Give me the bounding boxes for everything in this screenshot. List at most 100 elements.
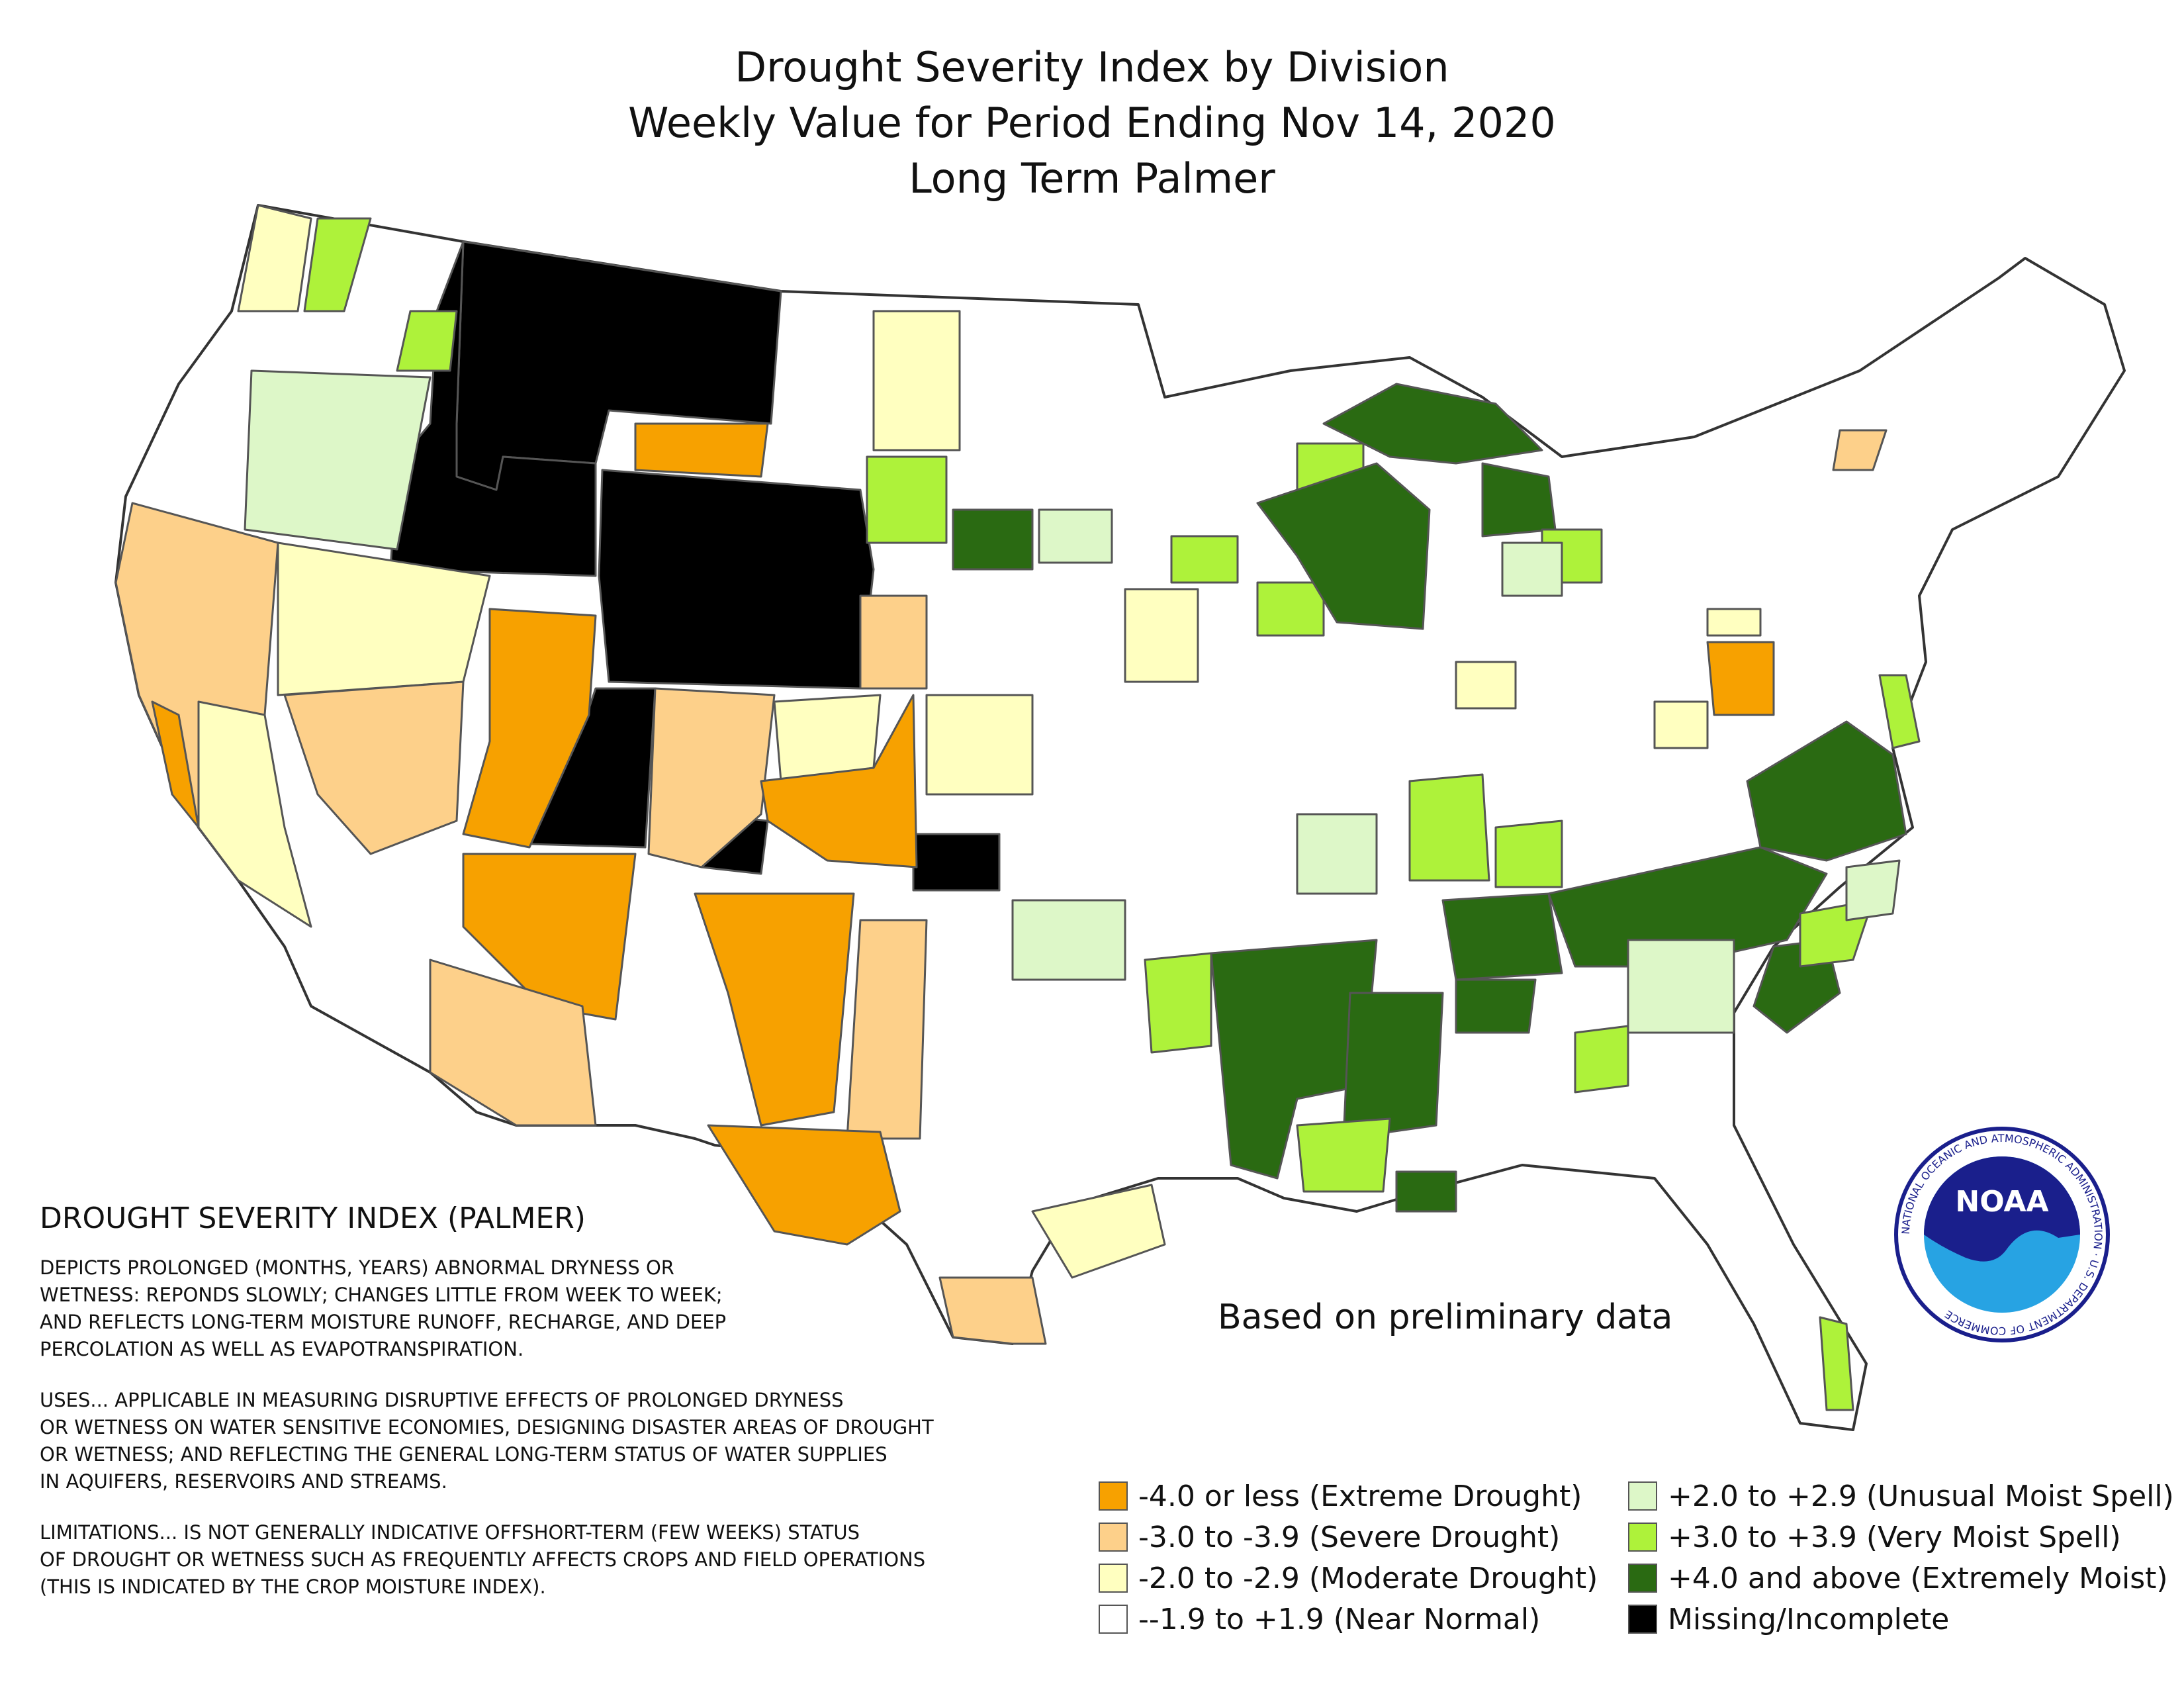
explanation-paragraph-1: DEPICTS PROLONGED (MONTHS, YEARS) ABNORM… bbox=[40, 1254, 1032, 1363]
region-extreme-moist-mississippi bbox=[1342, 992, 1444, 1140]
explanation-heading: DROUGHT SEVERITY INDEX (PALMER) bbox=[40, 1201, 586, 1235]
region-very-moist-alabama bbox=[1574, 1025, 1629, 1094]
legend-item-severe-drought: -3.0 to -3.9 (Severe Drought) bbox=[1099, 1521, 1560, 1554]
region-missing-kansas-sw bbox=[912, 833, 1001, 892]
region-very-moist-washington-east bbox=[303, 217, 372, 312]
region-unusual-moist-michigan bbox=[1501, 541, 1563, 597]
region-very-moist-iowa bbox=[1256, 581, 1325, 637]
legend-swatch bbox=[1099, 1523, 1128, 1552]
region-unusual-moist-illinois bbox=[1296, 813, 1378, 895]
legend-label: Missing/Incomplete bbox=[1668, 1602, 1950, 1636]
region-extreme-texas-west bbox=[707, 1124, 901, 1246]
explanation-line: USES... APPLICABLE IN MEASURING DISRUPTI… bbox=[40, 1389, 844, 1411]
region-severe-texas-south bbox=[938, 1276, 1047, 1345]
legend-label: --1.9 to +1.9 (Near Normal) bbox=[1138, 1602, 1541, 1636]
logo-bird-shape bbox=[1924, 1156, 2080, 1262]
region-extreme-moist-upper-peninsula bbox=[1322, 383, 1543, 465]
legend-label: -2.0 to -2.9 (Moderate Drought) bbox=[1138, 1561, 1598, 1595]
color-legend: -4.0 or less (Extreme Drought) -3.0 to -… bbox=[1099, 1479, 2174, 1652]
region-very-moist-louisiana bbox=[1296, 1117, 1391, 1193]
legend-item-moderate-drought: -2.0 to -2.9 (Moderate Drought) bbox=[1099, 1562, 1598, 1595]
region-moderate-kansas bbox=[925, 694, 1034, 796]
legend-swatch bbox=[1099, 1605, 1128, 1634]
region-severe-colorado-west bbox=[647, 687, 776, 868]
legend-label: +2.0 to +2.9 (Unusual Moist Spell) bbox=[1668, 1479, 2174, 1513]
region-extreme-montana-east bbox=[634, 422, 769, 478]
region-moderate-north-dakota bbox=[872, 310, 961, 451]
legend-swatch bbox=[1628, 1481, 1657, 1511]
explanation-line: PERCOLATION AS WELL AS EVAPOTRANSPIRATIO… bbox=[40, 1338, 524, 1360]
legend-item-extremely-moist: +4.0 and above (Extremely Moist) bbox=[1628, 1562, 2168, 1595]
map-subtitle-period: Weekly Value for Period Ending Nov 14, 2… bbox=[628, 99, 1556, 147]
region-moderate-ohio bbox=[1653, 700, 1709, 749]
region-missing-wyoming bbox=[598, 469, 875, 690]
region-severe-new-york bbox=[1832, 429, 1888, 471]
explanation-line: LIMITATIONS... IS NOT GENERALLY INDICATI… bbox=[40, 1521, 860, 1544]
region-moderate-california-central bbox=[197, 700, 312, 928]
region-severe-arizona-south bbox=[429, 959, 597, 1127]
explanation-line: OF DROUGHT OR WETNESS SUCH AS FREQUENTLY… bbox=[40, 1548, 926, 1571]
region-moderate-washington-coast bbox=[237, 204, 312, 312]
region-extreme-moist-virginia bbox=[1746, 720, 1907, 862]
region-severe-nevada-south bbox=[283, 680, 465, 855]
region-extreme-new-mexico bbox=[694, 892, 855, 1127]
explanation-line: AND REFLECTS LONG-TERM MOISTURE RUNOFF, … bbox=[40, 1311, 727, 1333]
legend-item-near-normal: --1.9 to +1.9 (Near Normal) bbox=[1099, 1603, 1540, 1636]
legend-item-extreme-drought: -4.0 or less (Extreme Drought) bbox=[1099, 1479, 1582, 1513]
region-very-moist-missouri bbox=[1408, 773, 1490, 882]
explanation-paragraph-2: USES... APPLICABLE IN MEASURING DISRUPTI… bbox=[40, 1387, 1032, 1495]
explanation-line: OR WETNESS ON WATER SENSITIVE ECONOMIES,… bbox=[40, 1416, 934, 1438]
legend-swatch bbox=[1099, 1564, 1128, 1593]
region-moderate-texas-central bbox=[1031, 1184, 1166, 1279]
region-extreme-moist-alabama-north bbox=[1455, 978, 1537, 1034]
map-title: Drought Severity Index by Division bbox=[735, 43, 1449, 91]
legend-swatch bbox=[1628, 1523, 1657, 1552]
region-extreme-moist-tennessee bbox=[1441, 892, 1563, 981]
region-extreme-utah bbox=[462, 608, 597, 849]
region-unusual-moist-oregon bbox=[244, 369, 432, 551]
logo-text: NOAA bbox=[1955, 1185, 2048, 1219]
explanation-line: IN AQUIFERS, RESERVOIRS AND STREAMS. bbox=[40, 1470, 447, 1493]
legend-item-missing: Missing/Incomplete bbox=[1628, 1603, 1949, 1636]
explanation-paragraph-3: LIMITATIONS... IS NOT GENERALLY INDICATI… bbox=[40, 1519, 1032, 1601]
region-unusual-moist-oklahoma bbox=[1011, 899, 1126, 981]
region-moderate-indiana bbox=[1455, 661, 1517, 710]
legend-item-very-moist: +3.0 to +3.9 (Very Moist Spell) bbox=[1628, 1521, 2121, 1554]
legend-label: +3.0 to +3.9 (Very Moist Spell) bbox=[1668, 1520, 2121, 1554]
legend-label: -4.0 or less (Extreme Drought) bbox=[1138, 1479, 1582, 1513]
region-very-moist-washington-central bbox=[396, 310, 458, 372]
explanation-line: DEPICTS PROLONGED (MONTHS, YEARS) ABNORM… bbox=[40, 1256, 674, 1279]
map-regions bbox=[114, 204, 2126, 1431]
preliminary-data-note: Based on preliminary data bbox=[1218, 1297, 1673, 1337]
region-extreme-moist-arkansas bbox=[1210, 939, 1378, 1180]
region-moderate-pennsylvania bbox=[1706, 608, 1762, 637]
region-severe-nebraska-panhandle bbox=[859, 594, 928, 690]
region-extreme-moist-wisconsin bbox=[1256, 462, 1431, 630]
region-very-moist-south-dakota-west bbox=[866, 455, 948, 544]
region-very-moist-nebraska-east bbox=[1170, 535, 1239, 584]
legend-swatch bbox=[1099, 1481, 1128, 1511]
map-subtitle-index: Long Term Palmer bbox=[909, 154, 1275, 203]
region-unusual-moist-georgia bbox=[1627, 939, 1735, 1034]
explanation-line: (THIS IS INDICATED BY THE CROP MOISTURE … bbox=[40, 1575, 546, 1598]
legend-label: +4.0 and above (Extremely Moist) bbox=[1668, 1561, 2168, 1595]
noaa-logo: NATIONAL OCEANIC AND ATMOSPHERIC ADMINIS… bbox=[1894, 1127, 2110, 1342]
legend-swatch bbox=[1628, 1564, 1657, 1593]
region-very-moist-delmarva bbox=[1878, 674, 1921, 749]
legend-swatch bbox=[1628, 1605, 1657, 1634]
region-extreme-moist-louisiana-east bbox=[1395, 1170, 1457, 1213]
region-very-moist-kentucky bbox=[1494, 820, 1563, 888]
legend-item-unusual-moist: +2.0 to +2.9 (Unusual Moist Spell) bbox=[1628, 1479, 2174, 1513]
region-severe-new-mexico-east bbox=[846, 919, 928, 1140]
region-unusual-moist-wyoming-east bbox=[1038, 508, 1113, 564]
explanation-line: WETNESS: REPONDS SLOWLY; CHANGES LITTLE … bbox=[40, 1284, 723, 1306]
map-title-block: Drought Severity Index by Division Weekl… bbox=[0, 40, 2184, 207]
region-extreme-moist-south-dakota bbox=[952, 508, 1034, 571]
region-very-moist-florida-east bbox=[1819, 1316, 1854, 1411]
region-extreme-colorado-south bbox=[760, 694, 918, 868]
legend-label: -3.0 to -3.9 (Severe Drought) bbox=[1138, 1520, 1561, 1554]
region-moderate-iowa bbox=[1124, 588, 1199, 683]
region-extreme-pennsylvania bbox=[1706, 641, 1775, 716]
region-unusual-moist-virginia bbox=[1845, 859, 1901, 921]
